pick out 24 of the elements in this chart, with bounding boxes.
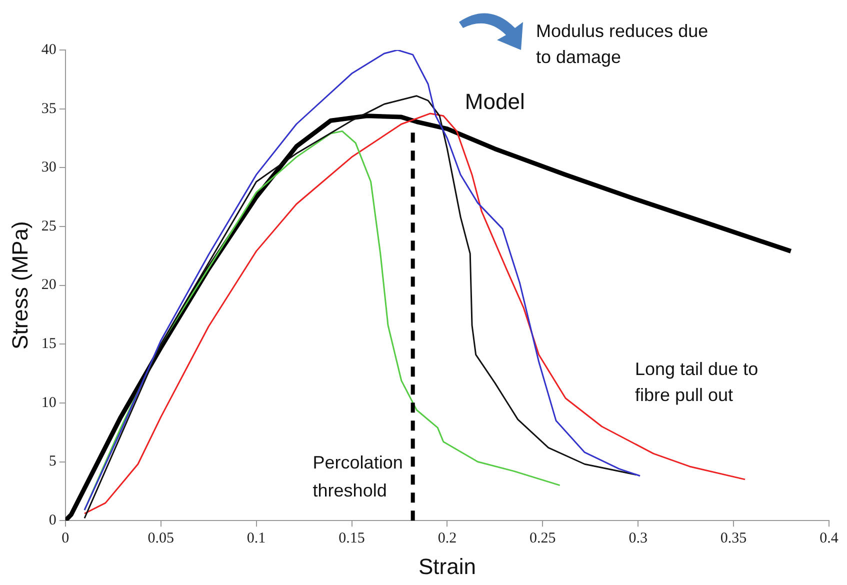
y-tick-label: 15 xyxy=(41,336,56,352)
annotation: Modulus reduces due to damage xyxy=(536,20,710,69)
annotation: Long tail due to fibre pull out xyxy=(635,358,760,407)
y-tick-label: 5 xyxy=(48,454,56,470)
y-tick-label: 30 xyxy=(41,160,56,176)
series-label: Model xyxy=(464,88,525,114)
x-tick-label: 0.25 xyxy=(530,530,556,547)
y-axis-title: Stress (MPa) xyxy=(7,221,32,350)
x-tick-label: 0.15 xyxy=(338,530,365,547)
ref-line-label: Percolation threshold xyxy=(312,452,403,501)
x-tick-label: 0.05 xyxy=(148,530,174,547)
y-tick-label: 25 xyxy=(41,218,56,234)
x-tick-label: 0.35 xyxy=(720,530,747,547)
x-tick-label: 0 xyxy=(62,530,70,547)
x-tick-label: 0.1 xyxy=(246,530,266,547)
x-tick-label: 0.3 xyxy=(628,530,648,547)
y-tick-label: 20 xyxy=(41,277,56,294)
y-tick-label: 35 xyxy=(41,100,56,117)
y-tick-label: 0 xyxy=(48,512,56,529)
y-tick-label: 40 xyxy=(41,42,56,58)
x-axis-title: Strain xyxy=(418,554,476,579)
y-tick-label: 10 xyxy=(41,394,56,411)
x-tick-label: 0.2 xyxy=(438,530,457,547)
x-tick-label: 0.4 xyxy=(820,530,839,547)
